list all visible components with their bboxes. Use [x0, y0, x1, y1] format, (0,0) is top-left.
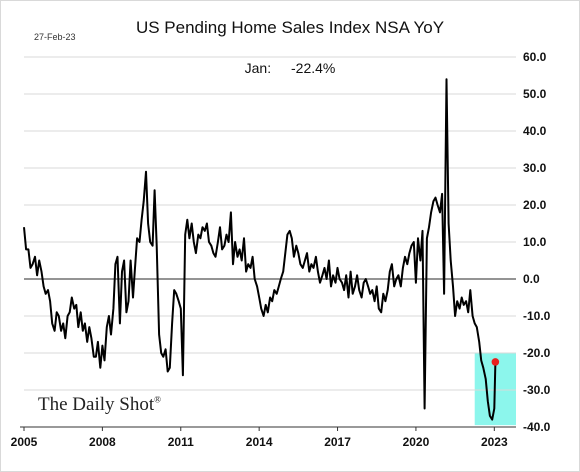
x-tick-label: 2023	[481, 435, 508, 449]
latest-point-marker	[491, 358, 500, 366]
brand-mark: ®	[154, 394, 161, 405]
y-tick-label: -20.0	[523, 346, 551, 360]
annotation-value: -22.4%	[291, 60, 336, 76]
y-tick-label: 60.0	[523, 50, 547, 64]
latest-value-annotation: Jan: -22.4%	[0, 60, 580, 76]
y-tick-label: 40.0	[523, 124, 547, 138]
y-tick-label: 20.0	[523, 198, 547, 212]
y-tick-label: -40.0	[523, 420, 551, 434]
chart-title: US Pending Home Sales Index NSA YoY	[135, 18, 445, 37]
x-tick-label: 2011	[168, 435, 194, 449]
y-tick-label: -10.0	[523, 309, 551, 323]
brand-logo: The Daily Shot®	[38, 394, 161, 416]
annotation-label: Jan:	[244, 60, 272, 76]
y-tick-label: 10.0	[523, 235, 547, 249]
y-tick-label: 30.0	[523, 161, 547, 175]
brand-name: The Daily Shot	[38, 394, 155, 415]
y-tick-label: 50.0	[523, 87, 547, 101]
x-tick-label: 2014	[246, 435, 273, 449]
series-line	[23, 78, 497, 421]
y-tick-label: -30.0	[523, 383, 551, 397]
date-stamp: 27-Feb-23	[34, 32, 76, 42]
x-tick-label: 2017	[324, 435, 351, 449]
x-tick-label: 2008	[89, 435, 116, 449]
x-tick-label: 2005	[11, 435, 38, 449]
x-tick-label: 2020	[403, 435, 430, 449]
y-tick-label: 0.0	[523, 272, 540, 286]
